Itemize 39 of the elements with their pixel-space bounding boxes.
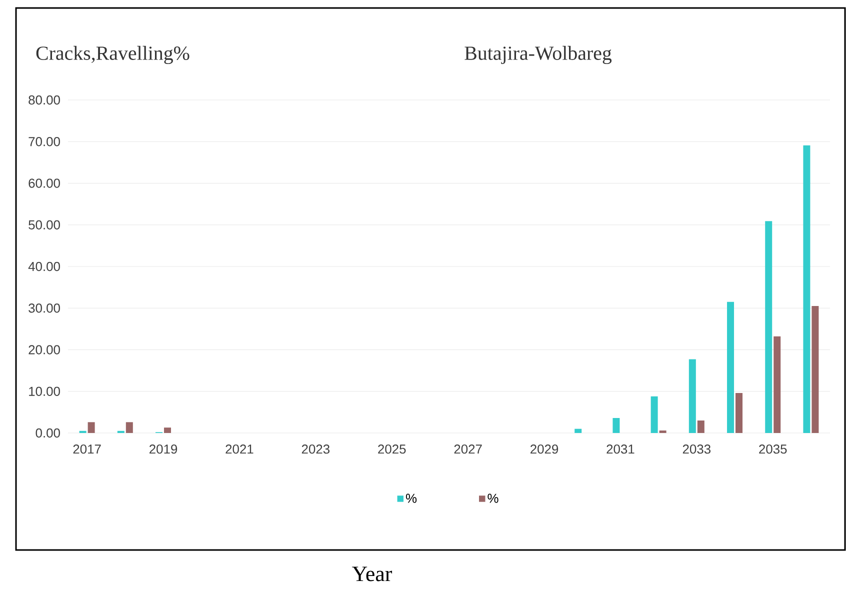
- y-tick-label: 20.00: [28, 345, 60, 354]
- x-tick-label: 2033: [682, 444, 710, 454]
- y-tick-label: 10.00: [29, 386, 60, 396]
- x-tick-label: 2017: [73, 444, 101, 454]
- bar: [574, 428, 582, 433]
- y-tick-label: 30.00: [28, 304, 60, 313]
- y-tick-label: 40.00: [28, 262, 60, 272]
- chart-title: Butajira-Wolbareg: [464, 46, 612, 64]
- y-tick-label: 60.00: [28, 178, 60, 188]
- bar: [659, 430, 666, 433]
- x-tick-label: 2035: [759, 444, 787, 454]
- x-tick-label: 2019: [150, 444, 178, 454]
- x-tick-label: 2027: [454, 444, 482, 454]
- legend-label: %: [488, 494, 498, 503]
- bar: [765, 221, 772, 433]
- x-tick-label: 2023: [302, 444, 330, 454]
- y-tick-label: 80.00: [28, 95, 60, 105]
- bar: [812, 306, 819, 433]
- bar: [612, 418, 620, 433]
- bar: [164, 428, 172, 433]
- text: Year: [352, 566, 392, 582]
- bar: [736, 393, 743, 433]
- x-tick-label: 2031: [606, 444, 634, 454]
- bar: [126, 422, 133, 433]
- bar: [727, 302, 734, 433]
- y-axis-title: Cracks,Ravelling%: [36, 46, 190, 64]
- y-tick-label: 50.00: [28, 220, 60, 230]
- bar: [88, 422, 95, 433]
- legend-label: %: [406, 494, 417, 503]
- bar: [697, 420, 704, 433]
- bar: [650, 396, 658, 433]
- bar: [803, 145, 810, 433]
- bar: [774, 336, 781, 433]
- x-tick-label: 2021: [226, 444, 254, 454]
- x-tick-label: 2029: [530, 444, 558, 454]
- y-tick-label: 70.00: [28, 137, 60, 146]
- x-tick-label: 2025: [378, 444, 406, 454]
- bar: [688, 359, 696, 433]
- y-tick-label: 0.00: [36, 428, 60, 438]
